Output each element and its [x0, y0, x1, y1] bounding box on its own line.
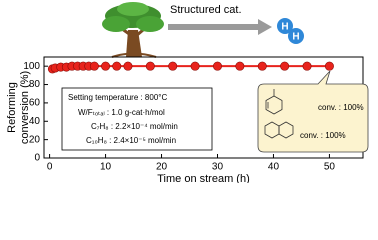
x-tick-label: 30 [212, 162, 224, 173]
y-tick-label: 20 [29, 134, 41, 145]
data-point [168, 61, 178, 71]
tree-icon [102, 2, 164, 58]
data-point [257, 61, 267, 71]
callout-text: conv. : 100% [318, 103, 364, 112]
data-point [112, 61, 122, 71]
naphthalene-structure [264, 121, 294, 139]
callout-box [257, 70, 369, 153]
settings-line: C₇H₈ : 2.2×10⁻⁴ mol/min [91, 122, 178, 131]
data-point [280, 61, 290, 71]
settings-line: Setting temperature : 800°C [68, 93, 167, 102]
y-tick-label: 100 [23, 61, 40, 72]
y-tick-label: 40 [29, 116, 41, 127]
data-point [145, 61, 155, 71]
page: Structured cat. H H 0 20 40 60 80 100 0 10 20 30 4… [5, 2, 369, 185]
settings-box [61, 87, 213, 151]
process-arrow [168, 19, 272, 35]
data-point [190, 61, 200, 71]
y-tick-label: 0 [34, 153, 40, 164]
y-axis-label: conversion (%) [19, 71, 31, 144]
data-point [212, 61, 222, 71]
y-tick-label: 80 [29, 79, 41, 90]
y-axis-label: Reforming [6, 82, 18, 133]
settings-line: C₁₀H₈ : 2.4×10⁻⁵ mol/min [86, 136, 176, 145]
toluene-structure [265, 89, 283, 115]
data-point [101, 61, 111, 71]
chart: Structured cat. H H 0 20 40 60 80 100 0 10 20 30 4… [6, 2, 369, 185]
y-tick-label: 60 [29, 98, 41, 109]
x-tick-label: 0 [47, 162, 53, 173]
h2-molecule: H H [277, 18, 304, 44]
data-point [235, 61, 245, 71]
atom-label: H [281, 22, 288, 33]
data-point [324, 61, 334, 71]
data-point [123, 61, 133, 71]
data-point [302, 61, 312, 71]
x-tick-label: 10 [100, 162, 112, 173]
arrow-label: Structured cat. [170, 4, 242, 16]
data-point [89, 61, 99, 71]
x-tick-label: 40 [268, 162, 280, 173]
callout-text: conv. : 100% [300, 131, 346, 140]
x-axis-label: Time on stream (h) [157, 173, 250, 183]
settings-line: W/Fₜₒₜₐₗ : 1.0 g-cat·h/mol [78, 108, 165, 117]
x-tick-label: 50 [324, 162, 336, 173]
x-tick-label: 20 [156, 162, 168, 173]
atom-label: H [292, 32, 299, 43]
